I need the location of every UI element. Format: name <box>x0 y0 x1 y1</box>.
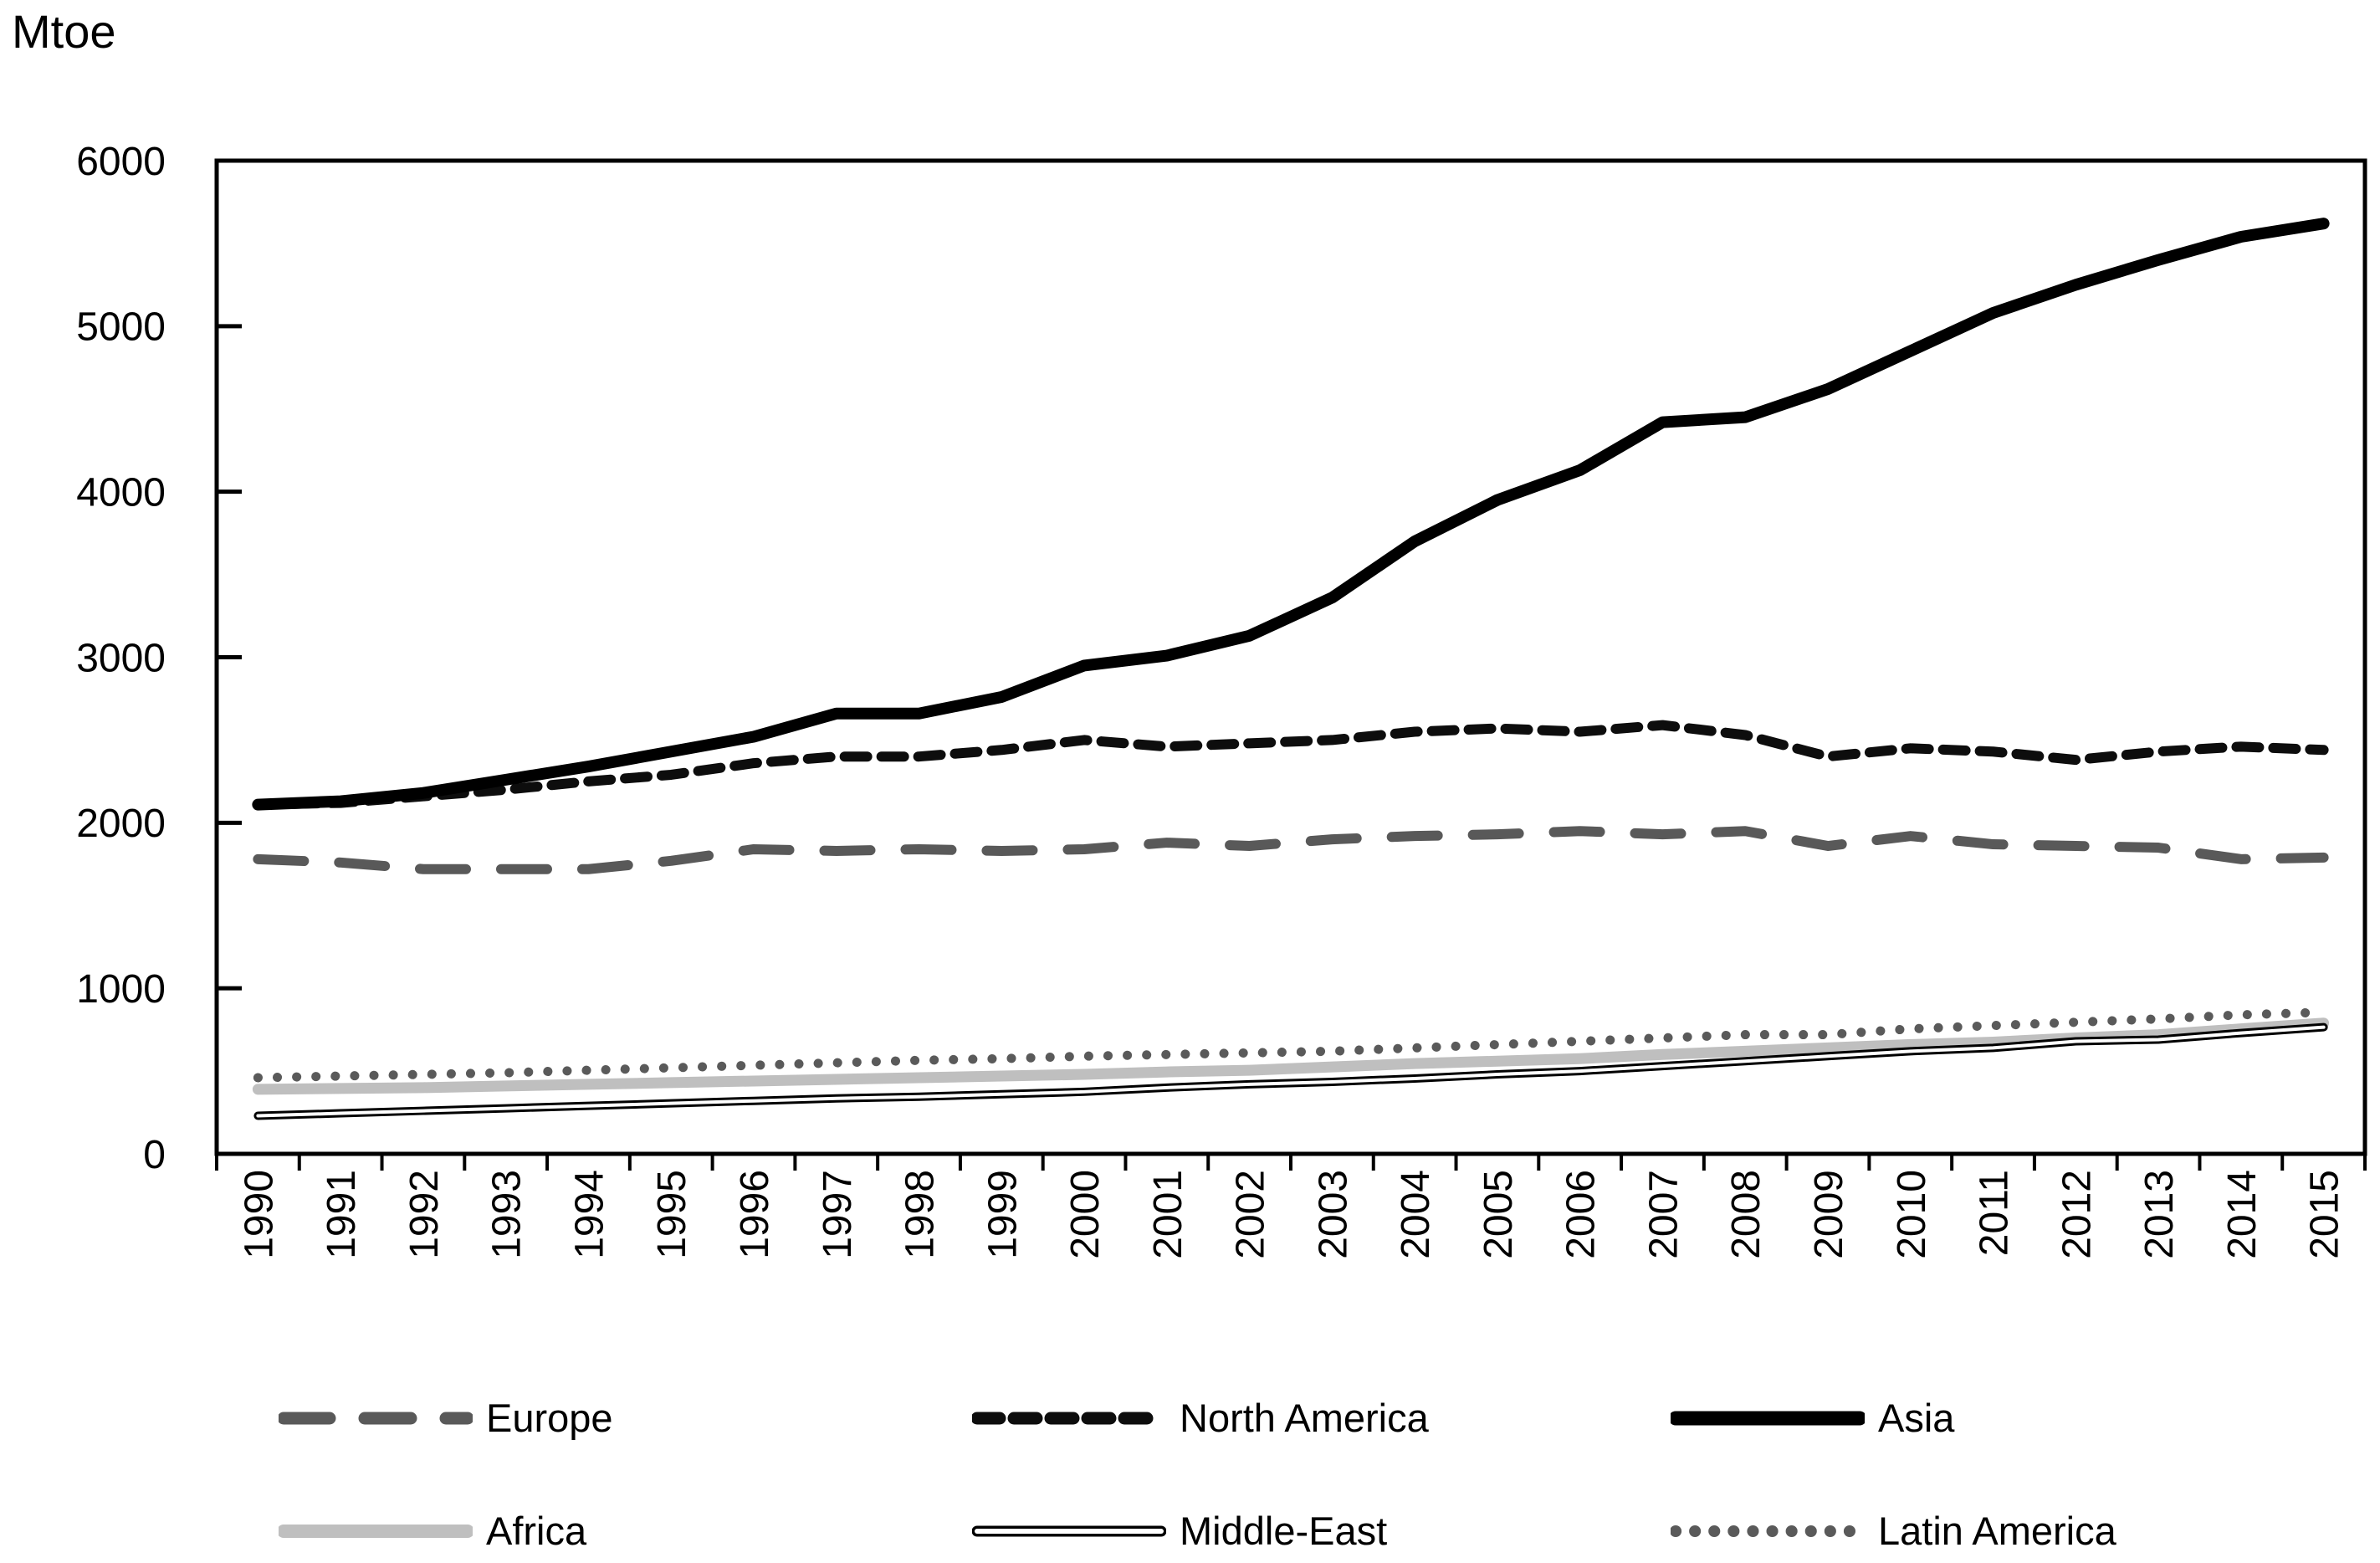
x-axis-tick-label: 2002 <box>1229 1170 1273 1259</box>
x-axis-tick-label: 2007 <box>1641 1170 1686 1259</box>
x-axis-tick-label: 1992 <box>402 1170 447 1259</box>
x-axis-tick-label: 1995 <box>650 1170 694 1259</box>
x-axis-tick-label: 1998 <box>898 1170 943 1259</box>
series-line-north-america <box>253 720 2329 810</box>
x-axis-tick-label: 1990 <box>237 1170 281 1259</box>
legend-label: Middle-East <box>1180 1509 1388 1553</box>
x-axis-tick-label: 1997 <box>816 1170 860 1259</box>
legend-item-africa: Africa <box>279 1507 586 1555</box>
x-axis-tick-label: 1991 <box>320 1170 364 1259</box>
x-axis-tick-label: 2005 <box>1477 1170 1521 1259</box>
legend-label: Europe <box>486 1396 613 1440</box>
legend-label: Asia <box>1878 1396 1955 1440</box>
middle-east-double-line-swatch-icon <box>972 1525 1166 1537</box>
y-axis-tick-label: 3000 <box>76 636 166 680</box>
asia-solid-swatch-icon <box>1671 1411 1865 1426</box>
legend-item-middle-east: Middle-East <box>972 1507 1387 1555</box>
series-line-asia <box>252 218 2330 811</box>
legend-label: Africa <box>486 1509 587 1553</box>
series-line-europe <box>253 826 2329 874</box>
y-axis-tick-label: 1000 <box>76 967 166 1012</box>
y-axis-unit-label: Mtoe <box>12 5 116 58</box>
x-axis-tick-label: 2000 <box>1063 1170 1108 1259</box>
legend-label: Latin America <box>1878 1509 2116 1553</box>
x-axis-tick-label: 1993 <box>485 1170 530 1259</box>
series-line-africa <box>252 1017 2330 1095</box>
y-axis-tick-label: 4000 <box>76 470 166 515</box>
series-line-middle-east-inner-highlight <box>256 1025 2326 1118</box>
latin-america-dotted-swatch-icon <box>1671 1525 1865 1537</box>
x-axis-tick-label: 2008 <box>1724 1170 1768 1259</box>
legend-item-europe: Europe <box>279 1394 613 1443</box>
x-axis-tick-label: 1994 <box>567 1170 612 1259</box>
legend-item-north-america: North America <box>972 1394 1429 1443</box>
x-axis-tick-label: 2013 <box>2137 1170 2182 1259</box>
y-axis-tick-label: 6000 <box>76 140 166 184</box>
x-axis-tick-label: 2010 <box>1890 1170 1934 1259</box>
legend-item-latin-america: Latin America <box>1671 1507 2116 1555</box>
x-axis-tick-label: 2004 <box>1394 1170 1438 1259</box>
legend-label: North America <box>1180 1396 1429 1440</box>
x-axis-tick-label: 2009 <box>1807 1170 1851 1259</box>
plot-border <box>214 158 2367 1156</box>
x-axis-tick-label: 2014 <box>2220 1170 2265 1259</box>
series-line-latin-america <box>253 1007 2329 1083</box>
x-axis-tick-label: 2011 <box>1973 1170 2017 1256</box>
y-axis-tick-label: 0 <box>143 1133 166 1177</box>
x-axis-tick-label: 2012 <box>2055 1170 2099 1259</box>
africa-solid-swatch-icon <box>279 1525 473 1538</box>
x-axis-tick-label: 1999 <box>980 1170 1025 1259</box>
chart-canvas: 0 1000 2000 3000 4000 5000 6000 1990 1991 1992 199… <box>76 140 2367 1259</box>
north-america-dashed-swatch-icon <box>972 1412 1166 1425</box>
europe-dashed-swatch-icon <box>279 1412 473 1425</box>
x-axis-tick-label: 2015 <box>2303 1170 2347 1259</box>
legend-item-asia: Asia <box>1671 1394 1954 1443</box>
x-axis-tick-label: 2001 <box>1146 1170 1190 1259</box>
x-axis-tick-label: 2006 <box>1559 1170 1604 1259</box>
x-axis-tick-label: 1996 <box>733 1170 777 1259</box>
y-axis-tick-label: 5000 <box>76 305 166 350</box>
y-axis-tick-label: 2000 <box>76 802 166 846</box>
x-axis-tick-label: 2003 <box>1311 1170 1355 1259</box>
